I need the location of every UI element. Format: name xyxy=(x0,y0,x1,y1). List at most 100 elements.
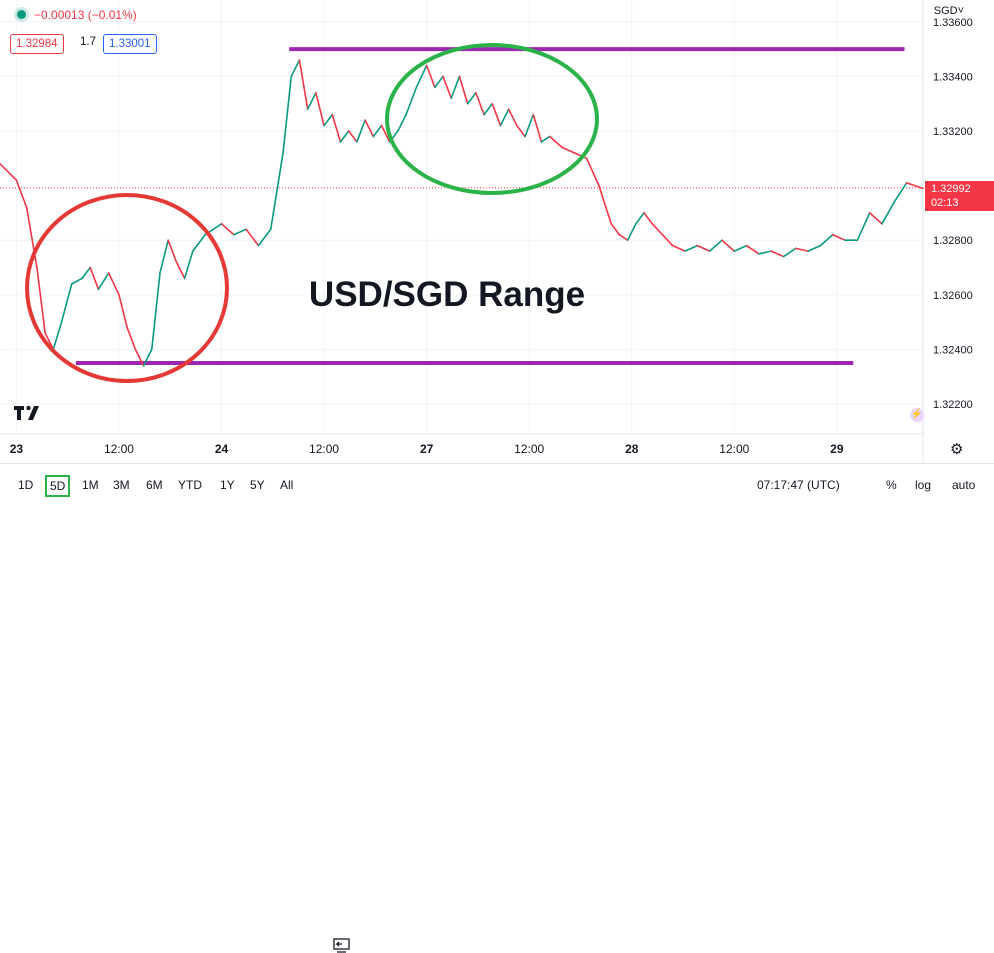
price-segment xyxy=(150,272,161,351)
timeframe-5y[interactable]: 5Y xyxy=(250,478,265,492)
price-segment xyxy=(491,102,502,127)
range-annotation: USD/SGD Range xyxy=(309,275,585,314)
price-segment xyxy=(159,239,169,274)
price-segment xyxy=(257,228,272,247)
price-segment xyxy=(643,212,654,225)
price-segment xyxy=(540,135,551,143)
price-segment xyxy=(282,75,293,154)
price-chart[interactable]: 1.33600 1.33400 1.33200 1.32800 1.32600 1.324… xyxy=(0,0,994,463)
timeframe-3m[interactable]: 3M xyxy=(113,478,130,492)
price-segment xyxy=(651,223,664,236)
timeframe-ytd[interactable]: YTD xyxy=(178,478,202,492)
x-tick-label: 24 xyxy=(215,442,229,456)
tradingview-logo-icon[interactable] xyxy=(14,404,46,420)
x-tick-label: 12:00 xyxy=(514,442,544,456)
timeframe-1m[interactable]: 1M xyxy=(82,478,99,492)
price-segment xyxy=(298,59,309,110)
price-segment xyxy=(708,239,723,252)
price-segment xyxy=(290,59,301,78)
price-segment xyxy=(306,92,317,110)
price-segment xyxy=(635,212,645,225)
timeframe-1d[interactable]: 1D xyxy=(18,478,34,492)
price-segment xyxy=(758,250,773,255)
price-segment xyxy=(142,348,153,367)
compare-icon[interactable] xyxy=(333,938,350,953)
last-price-tag: 1.32992 02:13 xyxy=(925,181,994,211)
price-series-line xyxy=(0,59,924,367)
last-price-value: 1.32992 xyxy=(931,183,971,195)
price-segment xyxy=(507,108,518,127)
market-status-icon xyxy=(17,10,26,19)
chart-grid xyxy=(0,0,923,434)
price-segment xyxy=(315,92,325,127)
price-segment xyxy=(458,75,469,105)
price-segment xyxy=(415,64,428,89)
spread-value: 1.7 xyxy=(80,36,96,48)
price-segment xyxy=(175,261,186,280)
percent-scale-button[interactable]: % xyxy=(886,478,897,492)
timeframe-all[interactable]: All xyxy=(280,478,294,492)
price-segment xyxy=(618,233,629,242)
price-segment xyxy=(807,244,822,252)
price-segment xyxy=(347,130,358,143)
price-segment xyxy=(25,206,38,269)
price-axis[interactable]: 1.33600 1.33400 1.33200 1.32800 1.32600 1.324… xyxy=(933,17,973,411)
price-segment xyxy=(483,102,494,116)
price-segment xyxy=(331,113,342,143)
price-segment xyxy=(905,182,924,190)
price-segment xyxy=(831,233,846,242)
price-segment xyxy=(107,272,120,296)
price-segment xyxy=(745,244,760,255)
price-segment xyxy=(372,124,383,138)
price-segment xyxy=(626,223,637,242)
price-segment xyxy=(70,277,83,285)
price-segment xyxy=(795,247,809,252)
price-segment xyxy=(269,152,284,231)
y-tick-label: 1.32400 xyxy=(933,344,973,356)
bar-countdown: 02:13 xyxy=(931,197,959,209)
price-segment xyxy=(183,250,194,280)
range-lines xyxy=(75,47,905,366)
price-segment xyxy=(450,75,461,100)
price-segment xyxy=(339,130,350,143)
log-scale-button[interactable]: log xyxy=(915,478,932,492)
settings-gear-icon[interactable]: ⚙ xyxy=(950,441,964,458)
price-segment xyxy=(733,244,748,252)
price-segment xyxy=(380,124,391,143)
price-segment xyxy=(524,113,535,138)
timeframe-6m[interactable]: 6M xyxy=(146,478,163,492)
price-segment xyxy=(516,124,526,138)
timeframe-1y[interactable]: 1Y xyxy=(220,478,235,492)
price-segment xyxy=(782,247,797,258)
price-segment xyxy=(397,113,407,132)
y-tick-label: 1.33400 xyxy=(933,71,973,83)
price-segment xyxy=(610,223,621,236)
x-tick-label: 12:00 xyxy=(104,442,134,456)
bid-price-button[interactable]: 1.32984 xyxy=(10,34,64,54)
price-segment xyxy=(126,326,137,351)
price-change: −0.00013 (−0.01%) xyxy=(34,8,137,22)
time-axis[interactable]: 23 12:00 24 12:00 27 12:00 28 12:00 29 xyxy=(10,442,844,456)
x-tick-label: 12:00 xyxy=(719,442,749,456)
green-range-circle xyxy=(385,43,599,195)
price-segment xyxy=(684,244,699,252)
auto-scale-button[interactable]: auto xyxy=(952,478,976,492)
price-segment xyxy=(81,266,92,280)
price-segment xyxy=(671,244,686,252)
price-segment xyxy=(573,152,588,160)
price-segment xyxy=(770,250,785,258)
utc-clock[interactable]: 07:17:47 (UTC) xyxy=(757,478,840,492)
price-segment xyxy=(425,64,436,89)
price-segment xyxy=(36,266,46,334)
price-segment xyxy=(15,179,28,209)
price-segment xyxy=(893,182,908,203)
price-segment xyxy=(167,239,178,263)
price-segment xyxy=(819,233,834,247)
advisor-icon[interactable]: ⚡ xyxy=(910,408,924,422)
ask-price-button[interactable]: 1.33001 xyxy=(103,34,157,54)
currency-selector[interactable]: SGD˅ xyxy=(933,5,964,17)
x-tick-label: 29 xyxy=(830,442,844,456)
red-range-circle xyxy=(25,193,229,383)
timeframe-5d[interactable]: 5D xyxy=(45,475,71,497)
price-segment xyxy=(97,272,110,291)
